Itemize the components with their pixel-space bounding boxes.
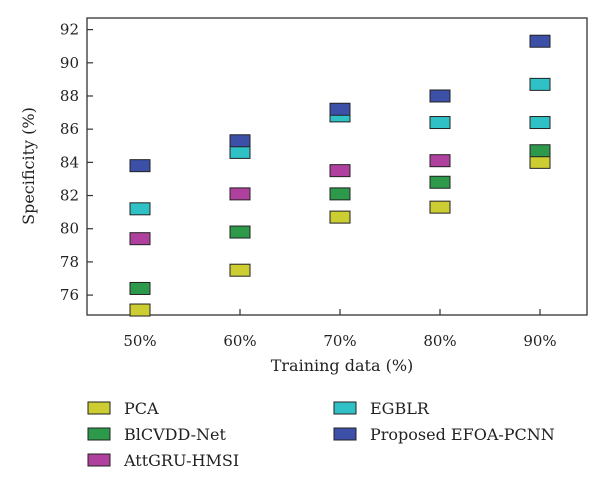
point-egblr-50	[129, 202, 151, 216]
legend-label-proposed-efoa-pcnn: Proposed EFOA-PCNN	[370, 425, 555, 444]
point-attgru-hmsi-70	[329, 164, 351, 178]
y-axis: 76 78 80 82 84 86 88 90 92	[60, 21, 93, 304]
legend-swatch-attgru-hmsi	[87, 453, 111, 467]
y-tick-label: 78	[60, 253, 79, 271]
point-proposed-efoa-pcnn-50	[129, 159, 151, 173]
point-pca-50	[129, 303, 151, 317]
point-blcvdd-net-50	[129, 281, 151, 295]
x-tick-label: 80%	[423, 332, 456, 350]
y-tick-label: 80	[60, 220, 79, 238]
y-tick-label: 76	[60, 286, 79, 304]
legend-swatch-proposed-efoa-pcnn	[333, 427, 357, 441]
data-points	[129, 34, 551, 317]
point-egblr-90	[529, 116, 551, 130]
y-tick-label: 92	[60, 21, 79, 39]
x-axis: 50% 60% 70% 80% 90%	[123, 309, 557, 350]
y-axis-label: Specificity (%)	[19, 107, 38, 225]
point-blcvdd-net-90	[529, 144, 551, 158]
point-proposed-efoa-pcnn-70	[329, 102, 351, 116]
legend-swatch-blcvdd-net	[87, 427, 111, 441]
point-pca-90	[529, 155, 551, 169]
point-pca-80	[429, 200, 451, 214]
point-proposed-efoa-pcnn-80	[429, 89, 451, 103]
point-egblr-80	[429, 116, 451, 130]
point-attgru-hmsi-80	[429, 154, 451, 168]
legend-swatch-egblr	[333, 401, 357, 415]
point-pca-60	[229, 263, 251, 277]
y-tick-label: 88	[60, 87, 79, 105]
y-tick-label: 90	[60, 54, 79, 72]
legend-swatch-pca	[87, 401, 111, 415]
y-tick-label: 84	[60, 153, 79, 171]
point-egblr-90	[529, 77, 551, 91]
point-attgru-hmsi-60	[229, 187, 251, 201]
x-tick-label: 50%	[123, 332, 156, 350]
x-tick-label: 90%	[523, 332, 556, 350]
legend-label-blcvdd-net: BlCVDD-Net	[124, 425, 227, 444]
x-tick-label: 70%	[323, 332, 356, 350]
point-blcvdd-net-60	[229, 225, 251, 239]
legend-label-egblr: EGBLR	[370, 399, 430, 418]
y-tick-label: 82	[60, 187, 79, 205]
legend-label-pca: PCA	[124, 399, 159, 418]
point-pca-70	[329, 210, 351, 224]
x-tick-label: 60%	[223, 332, 256, 350]
point-attgru-hmsi-50	[129, 232, 151, 246]
point-egblr-60	[229, 145, 251, 159]
point-proposed-efoa-pcnn-60	[229, 134, 251, 148]
y-tick-label: 86	[60, 120, 79, 138]
legend-label-attgru-hmsi: AttGRU-HMSI	[123, 451, 239, 470]
point-blcvdd-net-80	[429, 175, 451, 189]
legend: PCA BlCVDD-Net AttGRU-HMSI EGBLR Proposed EF…	[87, 399, 555, 470]
x-axis-label: Training data (%)	[271, 356, 414, 375]
point-proposed-efoa-pcnn-90	[529, 34, 551, 48]
point-blcvdd-net-70	[329, 187, 351, 201]
plot-area	[86, 17, 588, 316]
